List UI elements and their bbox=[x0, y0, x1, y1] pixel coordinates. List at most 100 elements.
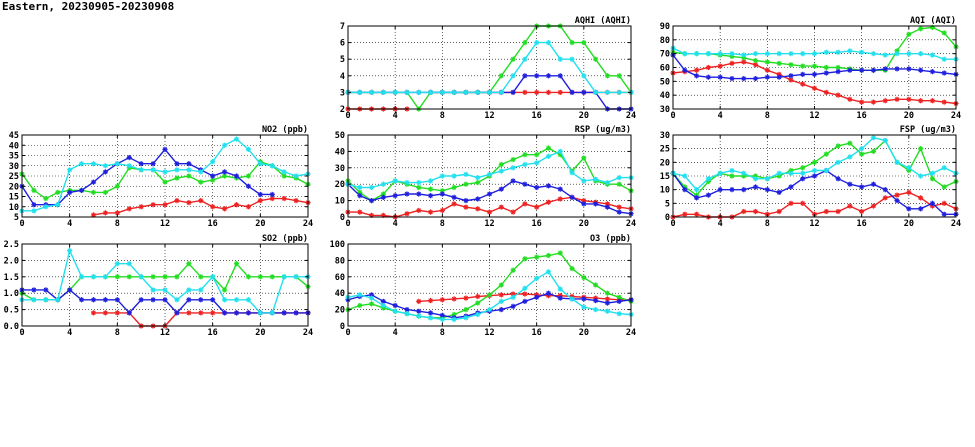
data-point bbox=[906, 51, 912, 57]
data-point bbox=[498, 89, 504, 95]
y-tick-label: 40 bbox=[660, 91, 670, 101]
data-point bbox=[906, 31, 912, 37]
y-tick-label: 30 bbox=[660, 131, 670, 141]
data-point bbox=[545, 73, 552, 79]
y-tick-label: 80 bbox=[660, 36, 670, 46]
data-point bbox=[439, 207, 445, 214]
data-point bbox=[682, 173, 688, 179]
data-point bbox=[451, 316, 457, 323]
data-point bbox=[114, 310, 120, 316]
data-point bbox=[870, 148, 877, 154]
data-point bbox=[534, 152, 540, 158]
data-point bbox=[800, 200, 806, 206]
x-tick-label: 12 bbox=[484, 111, 494, 121]
data-point bbox=[581, 201, 587, 207]
data-point bbox=[522, 89, 528, 95]
data-point bbox=[823, 208, 829, 215]
data-point bbox=[918, 26, 924, 32]
data-point bbox=[416, 179, 422, 186]
data-point bbox=[729, 75, 735, 82]
data-point bbox=[221, 287, 228, 293]
data-point bbox=[210, 310, 216, 316]
data-point bbox=[717, 74, 723, 80]
data-point bbox=[557, 196, 563, 202]
data-point bbox=[498, 282, 504, 288]
data-point bbox=[233, 202, 240, 208]
data-point bbox=[522, 256, 528, 262]
data-point bbox=[800, 51, 806, 57]
data-point bbox=[498, 298, 504, 304]
data-point bbox=[894, 66, 900, 72]
data-point bbox=[451, 173, 457, 179]
data-point bbox=[522, 161, 528, 168]
data-point bbox=[281, 173, 287, 179]
y-tick-label: 70 bbox=[660, 50, 670, 60]
data-point bbox=[392, 193, 398, 199]
y-tick-label: 60 bbox=[335, 273, 345, 283]
x-tick-label: 4 bbox=[393, 111, 398, 121]
data-point bbox=[581, 73, 587, 79]
data-point bbox=[392, 308, 398, 314]
data-point bbox=[221, 142, 228, 148]
data-point bbox=[811, 167, 818, 174]
data-point bbox=[427, 315, 434, 321]
data-point bbox=[823, 64, 829, 71]
y-tick-label: 90 bbox=[660, 22, 670, 32]
data-point bbox=[486, 171, 493, 177]
data-point bbox=[752, 184, 759, 190]
data-point bbox=[835, 92, 841, 98]
data-point bbox=[593, 56, 599, 62]
data-point bbox=[581, 296, 587, 302]
data-point bbox=[752, 75, 759, 82]
y-tick-label: 20 bbox=[335, 306, 345, 316]
y-tick-label: 20 bbox=[9, 182, 19, 192]
data-point bbox=[616, 298, 622, 304]
data-point bbox=[451, 184, 457, 191]
data-point bbox=[534, 294, 540, 300]
data-point bbox=[693, 51, 700, 57]
y-tick-label: 0 bbox=[665, 213, 670, 223]
data-point bbox=[427, 209, 434, 215]
data-point bbox=[859, 151, 865, 157]
y-tick-label: 3 bbox=[340, 88, 345, 98]
data-point bbox=[788, 73, 794, 79]
data-point bbox=[416, 89, 422, 95]
data-point bbox=[729, 60, 735, 66]
data-point bbox=[510, 294, 516, 300]
x-tick-label: 20 bbox=[904, 111, 914, 121]
data-point bbox=[368, 89, 375, 95]
data-point bbox=[126, 154, 132, 161]
x-tick-label: 8 bbox=[115, 328, 120, 338]
data-point bbox=[162, 202, 168, 208]
y-tick-label: 2 bbox=[340, 105, 345, 115]
data-point bbox=[43, 204, 49, 210]
data-point bbox=[811, 63, 818, 69]
data-point bbox=[717, 170, 723, 176]
data-point bbox=[894, 159, 900, 165]
data-point bbox=[31, 208, 37, 214]
x-tick-label: 0 bbox=[19, 328, 24, 338]
data-point bbox=[847, 96, 853, 102]
y-tick-label: 15 bbox=[9, 193, 19, 203]
data-point bbox=[368, 184, 375, 191]
data-point bbox=[126, 261, 132, 267]
data-point bbox=[67, 287, 73, 293]
data-point bbox=[43, 287, 49, 293]
data-point bbox=[475, 311, 481, 318]
data-point bbox=[245, 310, 252, 316]
data-point bbox=[557, 250, 563, 256]
x-tick-label: 8 bbox=[115, 219, 120, 229]
data-point bbox=[90, 161, 97, 167]
data-point bbox=[174, 175, 180, 181]
data-point bbox=[593, 201, 599, 207]
data-point bbox=[245, 297, 252, 303]
data-point bbox=[941, 165, 947, 171]
data-point bbox=[534, 204, 540, 210]
data-point bbox=[245, 183, 252, 189]
data-point bbox=[557, 186, 563, 192]
data-point bbox=[174, 297, 180, 303]
x-tick-label: 24 bbox=[303, 328, 313, 338]
data-point bbox=[451, 296, 457, 302]
data-point bbox=[210, 159, 216, 165]
data-point bbox=[451, 89, 457, 95]
